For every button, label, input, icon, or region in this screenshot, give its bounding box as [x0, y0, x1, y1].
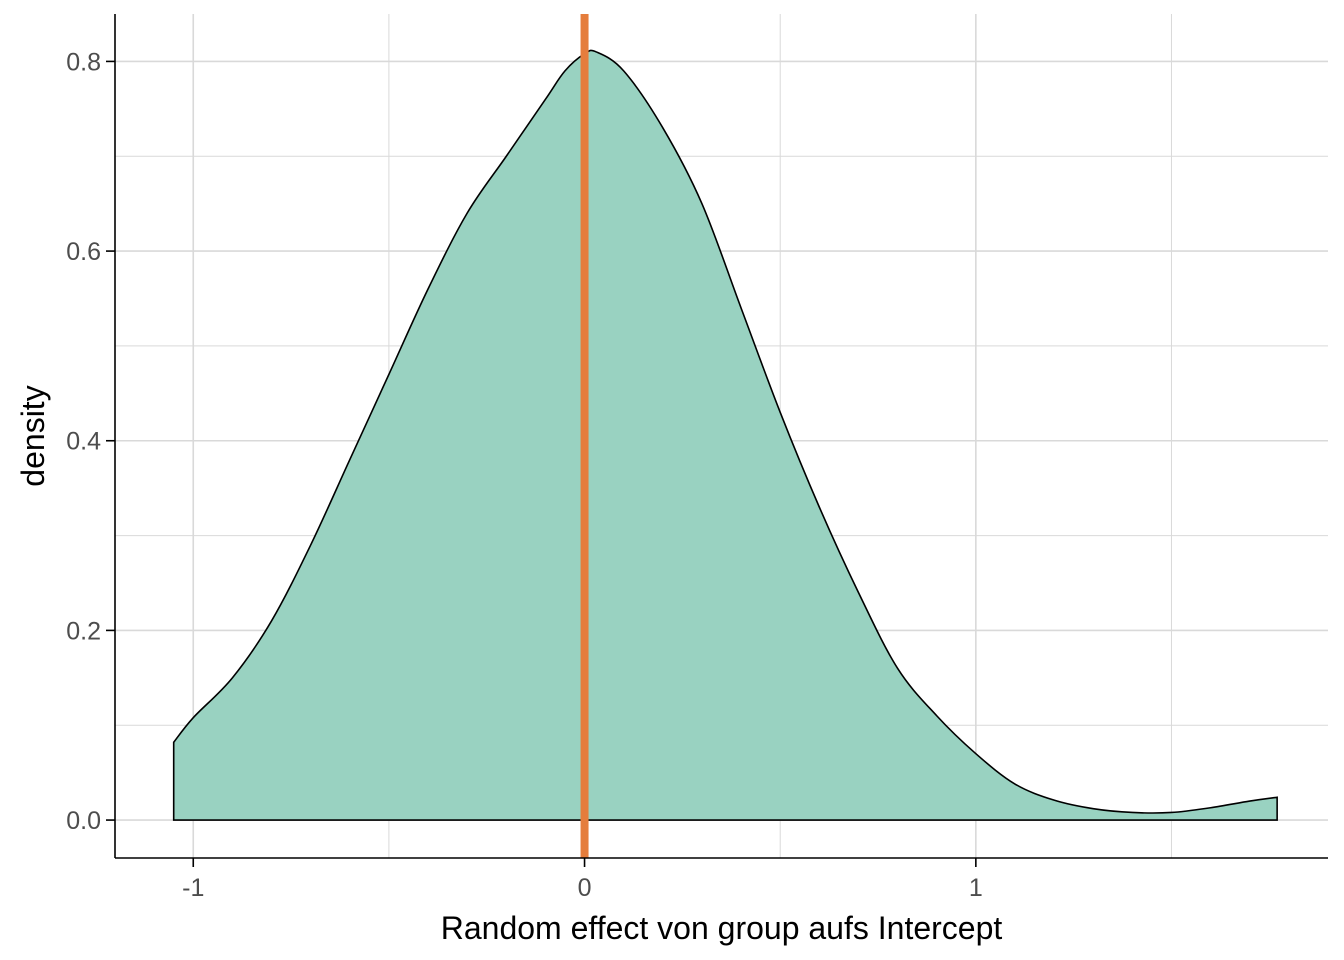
x-tick-label: -1	[182, 874, 204, 902]
y-tick-label: 0.4	[66, 428, 101, 456]
y-tick-label: 0.0	[66, 807, 101, 835]
x-axis-title: Random effect von group aufs Intercept	[441, 910, 1003, 946]
y-axis-ticks: 0.0 0.2 0.4 0.6 0.8	[66, 48, 115, 835]
y-axis-title: density	[15, 385, 51, 486]
y-tick-label: 0.6	[66, 238, 101, 266]
x-axis-ticks: -1 0 1	[182, 858, 983, 902]
y-tick-label: 0.8	[66, 48, 101, 76]
x-tick-label: 0	[578, 874, 592, 902]
y-tick-label: 0.2	[66, 617, 101, 645]
density-area	[172, 49, 1278, 821]
x-tick-label: 1	[969, 874, 983, 902]
